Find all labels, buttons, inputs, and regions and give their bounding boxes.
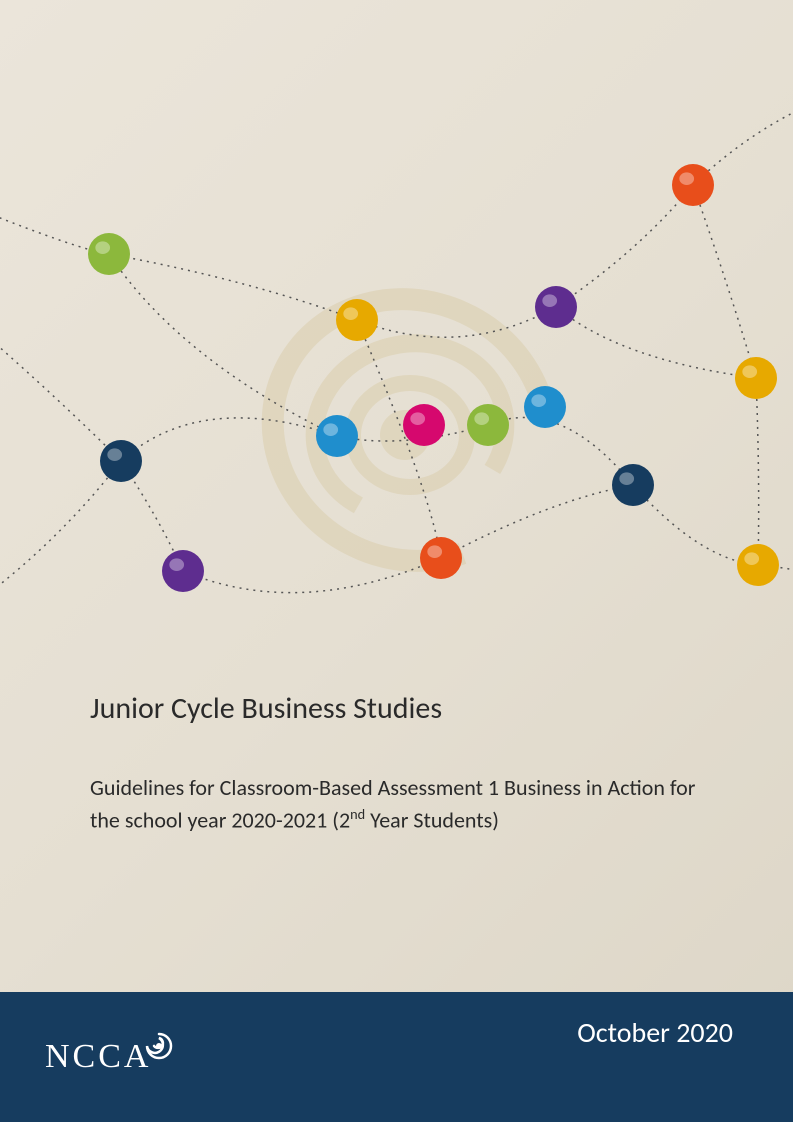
network-node [735,357,777,399]
footer-date: October 2020 [577,1015,733,1050]
logo-text: NCCA [45,1038,151,1076]
network-node [420,537,462,579]
network-node [612,464,654,506]
ncca-logo: NCCA [45,1038,151,1076]
connection-line [0,100,793,337]
network-node [467,404,509,446]
cover-graphic [0,0,793,680]
network-node [535,286,577,328]
connection-line [556,307,756,378]
network-node [524,386,566,428]
logo-swirl-icon [139,1026,179,1066]
network-node [100,440,142,482]
document-text-block: Junior Cycle Business Studies Guidelines… [90,690,710,836]
network-node [336,299,378,341]
network-node [672,164,714,206]
network-node [88,233,130,275]
connection-line [0,330,633,593]
network-diagram [0,0,793,680]
network-node [737,544,779,586]
connection-line [109,254,337,436]
network-node [316,415,358,457]
document-subtitle: Guidelines for Classroom-Based Assessmen… [90,772,710,836]
document-title: Junior Cycle Business Studies [90,690,710,727]
footer-bar: NCCA October 2020 [0,992,793,1122]
network-node [162,550,204,592]
network-node [403,404,445,446]
